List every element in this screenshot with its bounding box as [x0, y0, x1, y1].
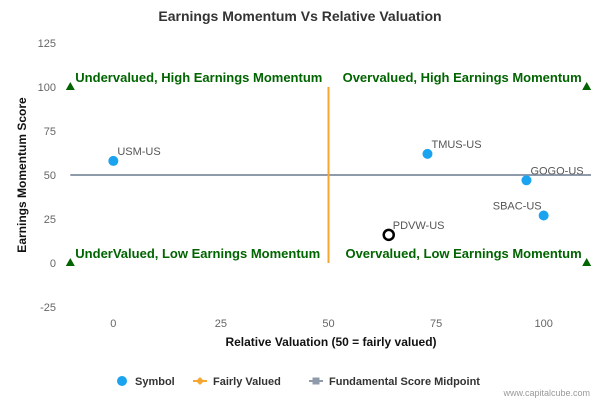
- legend-label: Symbol: [135, 376, 175, 388]
- point-label: PDVW-US: [393, 220, 445, 232]
- y-tick-label: 100: [38, 82, 56, 94]
- y-tick-label: -25: [40, 302, 56, 314]
- data-point[interactable]: [521, 175, 532, 186]
- quadrant-markers: [65, 82, 592, 266]
- y-tick-label: 25: [44, 214, 56, 226]
- triangle-marker: [65, 258, 75, 266]
- credit-text: www.capitalcube.com: [502, 388, 590, 398]
- legend-square-icon: [312, 377, 320, 385]
- legend-item[interactable]: Fairly Valued: [193, 376, 281, 388]
- y-axis-ticks: -25 0 25 50 75 100 125: [38, 38, 56, 314]
- data-point[interactable]: [382, 228, 395, 242]
- data-point[interactable]: [422, 148, 433, 159]
- legend-item[interactable]: Fundamental Score Midpoint: [309, 376, 480, 388]
- point-label: USM-US: [117, 146, 160, 158]
- y-tick-label: 0: [50, 258, 56, 270]
- triangle-marker: [582, 258, 592, 266]
- y-tick-label: 75: [44, 126, 56, 138]
- y-tick-label: 125: [38, 38, 56, 50]
- point-label: GOGO-US: [530, 165, 583, 177]
- reference-lines: [70, 87, 591, 263]
- quadrant-label: Overvalued, High Earnings Momentum: [343, 70, 582, 85]
- quadrant-label: UnderValued, Low Earnings Momentum: [75, 246, 320, 261]
- y-axis-label: Earnings Momentum Score: [15, 97, 29, 253]
- x-tick-label: 50: [322, 318, 334, 330]
- data-point[interactable]: [108, 155, 119, 166]
- triangle-marker: [65, 82, 75, 90]
- x-axis-label: Relative Valuation (50 = fairly valued): [225, 335, 436, 349]
- quadrant-labels: Undervalued, High Earnings Momentum Overv…: [75, 70, 581, 261]
- x-axis-ticks: 0 25 50 75 100: [110, 318, 553, 330]
- x-tick-label: 75: [430, 318, 442, 330]
- legend-diamond-icon: [196, 377, 204, 385]
- data-point[interactable]: [538, 210, 549, 221]
- point-label: SBAC-US: [493, 200, 542, 212]
- legend: Symbol Fairly Valued Fundamental Score Mid…: [117, 376, 480, 388]
- triangle-marker: [582, 82, 592, 90]
- legend-item[interactable]: Symbol: [117, 376, 175, 388]
- point-label: TMUS-US: [431, 139, 481, 151]
- x-tick-label: 100: [534, 318, 552, 330]
- legend-label: Fairly Valued: [213, 376, 281, 388]
- legend-circle-icon: [117, 376, 127, 386]
- data-points: USM-US TMUS-US GOGO-US SBAC-US PDVW-US: [108, 139, 584, 242]
- chart-title: Earnings Momentum Vs Relative Valuation: [158, 8, 441, 24]
- legend-label: Fundamental Score Midpoint: [329, 376, 480, 388]
- quadrant-label: Undervalued, High Earnings Momentum: [75, 70, 322, 85]
- x-tick-label: 25: [215, 318, 227, 330]
- y-tick-label: 50: [44, 170, 56, 182]
- quadrant-label: Overvalued, Low Earnings Momentum: [345, 246, 581, 261]
- x-tick-label: 0: [110, 318, 116, 330]
